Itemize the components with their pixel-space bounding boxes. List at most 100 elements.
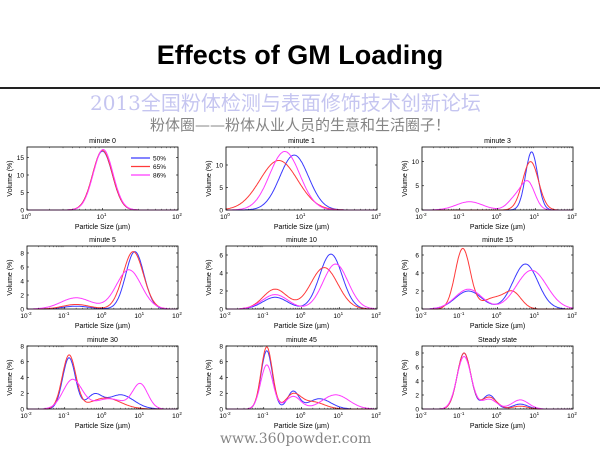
series-line-86pct <box>422 180 573 211</box>
y-tick-label: 5 <box>219 185 223 192</box>
y-tick-label: 6 <box>415 252 419 259</box>
y-tick-label: 15 <box>17 155 25 162</box>
y-tick-label: 8 <box>20 250 24 257</box>
y-tick-label: 0 <box>415 306 419 313</box>
x-tick-label: 100 <box>492 212 502 221</box>
x-tick-label: 102 <box>172 311 182 320</box>
y-tick-label: 6 <box>219 359 223 366</box>
legend-label: 50% <box>153 155 166 162</box>
series-line-65pct <box>27 251 178 310</box>
y-tick-label: 5 <box>20 190 24 197</box>
series-line-65pct <box>422 161 573 211</box>
x-tick-label: 101 <box>529 212 539 221</box>
x-axis-label: Particle Size (µm) <box>470 423 525 430</box>
chart-minute-45: minute 45 10-2 10-1 100 101 102 0 2 4 6 8 Particle … <box>206 337 381 430</box>
x-tick-label: 102 <box>371 311 381 320</box>
plot-frame <box>225 245 378 310</box>
y-tick-label: 6 <box>20 359 24 366</box>
x-tick-label: 101 <box>529 311 539 320</box>
series-line-50pct <box>27 357 178 410</box>
series-line-86pct <box>422 355 573 410</box>
x-tick-label: 100 <box>97 411 107 420</box>
y-tick-label: 2 <box>20 391 24 398</box>
y-tick-label: 0 <box>219 306 223 313</box>
x-tick-label: 100 <box>220 212 230 221</box>
y-tick-label: 0 <box>219 406 223 413</box>
series-line-50pct <box>422 151 573 211</box>
y-tick-label: 4 <box>219 270 223 277</box>
y-tick-label: 0 <box>415 207 419 214</box>
y-tick-label: 8 <box>20 343 24 350</box>
series-line-50pct <box>422 352 573 410</box>
series-line-86pct <box>27 378 178 410</box>
series-line-86pct <box>226 263 377 310</box>
x-tick-label: 10-1 <box>58 411 70 420</box>
x-tick-label: 10-2 <box>20 411 32 420</box>
x-tick-label: 10-1 <box>58 311 70 320</box>
y-tick-label: 4 <box>20 375 24 382</box>
x-tick-label: 10-1 <box>257 311 269 320</box>
chart-minute-0: minute 0 100 101 102 0 5 10 15 Particle Size (µm… <box>7 138 182 231</box>
x-tick-label: 100 <box>492 411 502 420</box>
chart-title: minute 10 <box>286 237 317 244</box>
legend-label: 86% <box>153 172 166 179</box>
chart-minute-3: minute 3 10-2 10-1 100 101 102 0 5 10 Particle Si… <box>402 138 577 231</box>
x-tick-label: 101 <box>333 411 343 420</box>
x-tick-label: 102 <box>371 212 381 221</box>
x-tick-label: 10-2 <box>219 411 231 420</box>
series-line-65pct <box>225 160 377 211</box>
x-tick-label: 10-2 <box>415 411 427 420</box>
y-tick-label: 5 <box>415 183 419 190</box>
y-tick-label: 10 <box>17 172 25 179</box>
series-line-50pct <box>422 263 573 310</box>
y-tick-label: 10 <box>216 162 224 169</box>
x-tick-label: 100 <box>296 311 306 320</box>
x-tick-label: 10-2 <box>219 311 231 320</box>
y-axis-label: Volume (%) <box>402 160 409 196</box>
y-tick-label: 0 <box>20 207 24 214</box>
series-line-50pct <box>226 350 377 410</box>
y-tick-label: 0 <box>20 306 24 313</box>
plot-frame <box>421 146 574 211</box>
y-tick-label: 10 <box>412 159 420 166</box>
y-tick-label: 4 <box>415 270 419 277</box>
x-tick-label: 101 <box>333 311 343 320</box>
x-tick-label: 100 <box>21 212 31 221</box>
plot-frame <box>26 245 179 310</box>
y-axis-label: Volume (%) <box>7 160 14 196</box>
x-tick-label: 101 <box>134 311 144 320</box>
x-tick-label: 102 <box>172 212 182 221</box>
x-tick-label: 100 <box>492 311 502 320</box>
x-tick-label: 102 <box>172 411 182 420</box>
chart-title: minute 3 <box>484 138 511 145</box>
x-axis-label: Particle Size (µm) <box>274 323 329 330</box>
y-tick-label: 4 <box>20 278 24 285</box>
x-axis-label: Particle Size (µm) <box>274 423 329 430</box>
y-axis-label: Volume (%) <box>402 259 409 295</box>
x-tick-label: 10-1 <box>453 411 465 420</box>
x-tick-label: 102 <box>567 212 577 221</box>
slide-title: Effects of GM Loading <box>156 40 444 70</box>
x-axis-label: Particle Size (µm) <box>75 423 130 430</box>
x-tick-label: 10-1 <box>453 212 465 221</box>
series-line-65pct <box>422 352 573 410</box>
x-axis-label: Particle Size (µm) <box>470 224 525 231</box>
y-axis-label: Volume (%) <box>206 259 213 295</box>
y-tick-label: 0 <box>20 406 24 413</box>
x-tick-label: 10-2 <box>20 311 32 320</box>
chart-title: minute 5 <box>89 237 116 244</box>
plot-frame <box>421 245 574 310</box>
y-tick-label: 8 <box>415 350 419 357</box>
x-axis-label: Particle Size (µm) <box>274 224 329 231</box>
x-tick-label: 102 <box>371 411 381 420</box>
plot-frame <box>421 345 574 410</box>
y-tick-label: 4 <box>219 375 223 382</box>
chart-minute-30: minute 30 10-2 10-1 100 101 102 0 2 4 6 8 Particle … <box>7 337 182 430</box>
y-tick-label: 2 <box>20 292 24 299</box>
y-tick-label: 6 <box>219 252 223 259</box>
legend-label: 65% <box>153 164 166 171</box>
y-tick-label: 8 <box>219 343 223 350</box>
x-tick-label: 101 <box>529 411 539 420</box>
y-axis-label: Volume (%) <box>402 359 409 395</box>
